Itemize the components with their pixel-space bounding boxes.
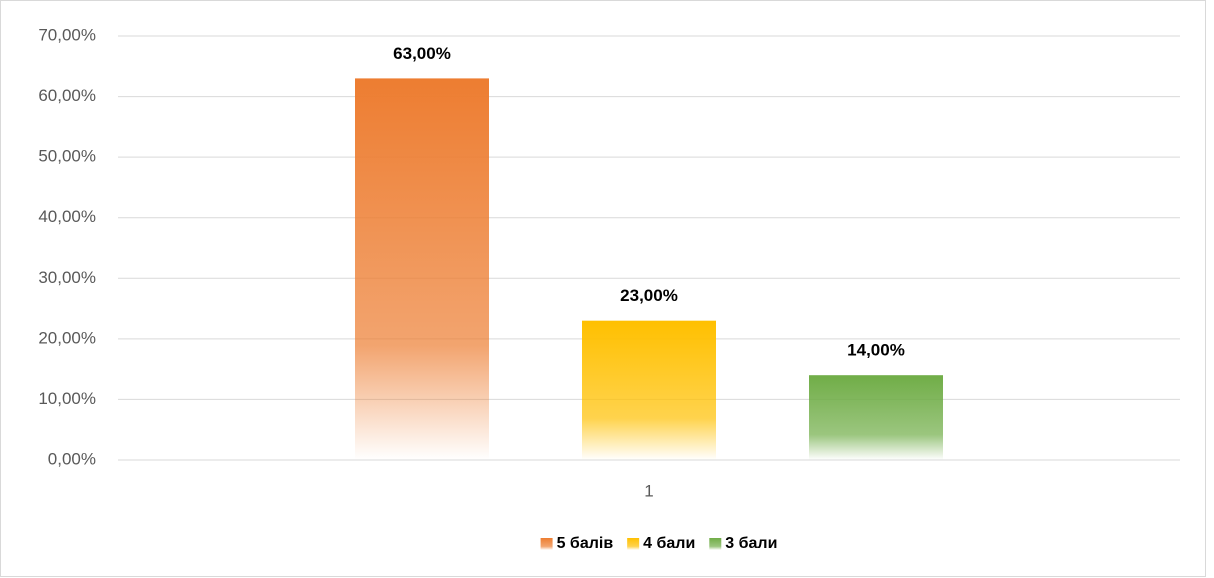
x-tick-label: 1 xyxy=(644,481,653,500)
y-tick-label: 10,00% xyxy=(38,389,96,408)
y-tick-label: 30,00% xyxy=(38,268,96,287)
y-tick-label: 0,00% xyxy=(48,449,96,468)
legend: 5 балів 4 бали 3 бали xyxy=(540,535,777,552)
data-label: 23,00% xyxy=(620,286,678,305)
data-label: 14,00% xyxy=(847,341,905,360)
y-tick-label: 40,00% xyxy=(38,207,96,226)
bar xyxy=(809,375,943,460)
legend-swatch xyxy=(709,538,722,550)
bar xyxy=(355,78,489,461)
y-tick-label: 60,00% xyxy=(38,86,96,105)
data-label: 63,00% xyxy=(393,44,451,63)
legend-label: 5 балів xyxy=(557,535,614,552)
legend-swatch xyxy=(540,538,553,550)
legend-swatch xyxy=(627,538,640,550)
legend-label: 3 бали xyxy=(725,535,777,552)
legend-label: 4 бали xyxy=(643,535,695,552)
y-tick-label: 20,00% xyxy=(38,328,96,347)
y-tick-label: 50,00% xyxy=(38,147,96,166)
bar xyxy=(582,320,716,460)
y-tick-label: 70,00% xyxy=(38,25,96,44)
